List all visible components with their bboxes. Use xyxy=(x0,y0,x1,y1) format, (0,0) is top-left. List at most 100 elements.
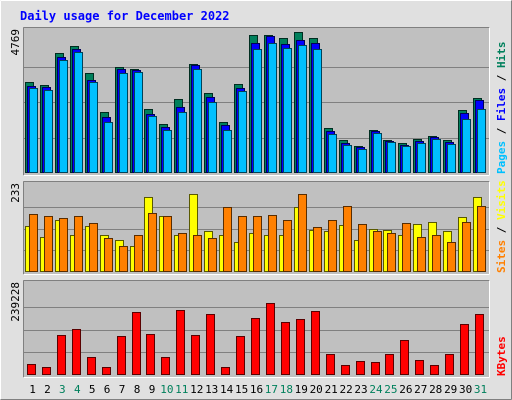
bar-sites-day-24: Sites 24: 110 xyxy=(373,231,382,272)
x-tick-label: 29 xyxy=(444,383,457,396)
bar-kbytes-day-18: KBytes 18: 140000 xyxy=(281,322,290,375)
bar-pages-day-27: Pages 27: 1000 xyxy=(417,143,426,173)
panel-2: 233 Sites / Visits Visits 1: 122Sites 1: 1… xyxy=(9,180,508,275)
panels-layer: 4769 Pages / Files / Hits Hits 1: 3050File… xyxy=(9,27,508,378)
bar-pages-day-16: Pages 16: 4150 xyxy=(253,49,262,173)
bar-pages-day-17: Pages 17: 4350 xyxy=(268,43,277,173)
bar-pages-day-6: Pages 6: 1700 xyxy=(104,122,113,173)
x-tick-label: 2 xyxy=(44,383,51,396)
bar-sites-day-27: Sites 27: 95 xyxy=(417,237,426,272)
bar-sites-day-22: Sites 22: 176 xyxy=(343,206,352,272)
bar-pages-day-24: Pages 24: 1350 xyxy=(373,133,382,173)
bar-pages-day-2: Pages 2: 2800 xyxy=(44,90,53,173)
bar-pages-day-11: Pages 11: 2050 xyxy=(178,112,187,173)
panel-3-bars: KBytes 1: 28000 KBytes 2: 20000 KBytes 3: … xyxy=(27,303,484,375)
bar-pages-day-3: Pages 3: 3780 xyxy=(59,60,68,173)
legend-entry: / xyxy=(495,68,508,88)
bar-kbytes-day-9: KBytes 9: 108000 xyxy=(146,334,155,375)
x-tick-label: 1 xyxy=(29,383,36,396)
bar-sites-day-8: Sites 8: 98 xyxy=(134,235,143,272)
bar-pages-day-19: Pages 19: 4300 xyxy=(298,45,307,173)
bar-pages-day-4: Pages 4: 4050 xyxy=(74,52,83,173)
bar-pages-day-26: Pages 26: 900 xyxy=(402,146,411,173)
x-tick-label: 3 xyxy=(59,383,66,396)
bar-kbytes-day-15: KBytes 15: 102000 xyxy=(236,336,245,375)
bar-kbytes-day-23: KBytes 23: 38000 xyxy=(356,361,365,375)
bar-sites-day-9: Sites 9: 157 xyxy=(148,213,157,272)
bar-pages-day-13: Pages 13: 2400 xyxy=(208,102,217,173)
bar-kbytes-day-12: KBytes 12: 105000 xyxy=(191,335,200,375)
panel-1: 4769 Pages / Files / Hits Hits 1: 3050File… xyxy=(9,27,508,176)
bar-kbytes-day-28: KBytes 28: 26000 xyxy=(430,365,439,375)
panel-3-legend: KBytes xyxy=(495,336,508,376)
bar-sites-day-12: Sites 12: 98 xyxy=(193,235,202,272)
bar-kbytes-day-6: KBytes 6: 20000 xyxy=(102,367,111,375)
bar-pages-day-30: Pages 30: 1800 xyxy=(462,119,471,173)
x-tick-label: 13 xyxy=(205,383,218,396)
bar-kbytes-day-13: KBytes 13: 160000 xyxy=(206,314,215,375)
bar-kbytes-day-26: KBytes 26: 92000 xyxy=(400,340,409,375)
bar-kbytes-day-11: KBytes 11: 172000 xyxy=(176,310,185,375)
bar-pages-day-14: Pages 14: 1450 xyxy=(223,130,232,173)
bar-sites-day-16: Sites 16: 150 xyxy=(253,216,262,272)
bar-sites-day-18: Sites 18: 140 xyxy=(283,220,292,272)
bar-pages-day-28: Pages 28: 1150 xyxy=(432,139,441,173)
legend-entry: Hits xyxy=(495,42,508,69)
x-tick-label: 18 xyxy=(280,383,293,396)
bar-kbytes-day-5: KBytes 5: 48000 xyxy=(87,357,96,375)
x-tick-label: 20 xyxy=(310,383,323,396)
panel-2-bars: Visits 1: 122Sites 1: 155Visits 2: 95Sit… xyxy=(25,194,486,272)
bar-pages-day-31: Pages 31: 2150 xyxy=(477,109,486,173)
x-tick-label: 15 xyxy=(235,383,248,396)
x-tick-label: 31 xyxy=(474,383,487,396)
bar-kbytes-day-2: KBytes 2: 20000 xyxy=(42,367,51,375)
bar-pages-day-29: Pages 29: 980 xyxy=(447,144,456,173)
bar-kbytes-day-10: KBytes 10: 48000 xyxy=(161,357,170,375)
bar-sites-day-29: Sites 29: 80 xyxy=(447,242,456,272)
bar-sites-day-23: Sites 23: 129 xyxy=(358,224,367,272)
bar-pages-day-7: Pages 7: 3350 xyxy=(119,73,128,173)
legend-entry: Sites xyxy=(495,240,508,273)
x-tick-label: 26 xyxy=(399,383,412,396)
x-tick-label: 19 xyxy=(295,383,308,396)
bar-sites-day-26: Sites 26: 132 xyxy=(402,223,411,272)
bar-sites-day-3: Sites 3: 145 xyxy=(59,218,68,272)
chart-title: Daily usage for December 2022 xyxy=(20,9,230,23)
bar-pages-day-25: Pages 25: 1050 xyxy=(387,142,396,173)
legend-entry: Visits xyxy=(495,180,508,220)
x-tick-label: 25 xyxy=(384,383,397,396)
x-tick-label: 17 xyxy=(265,383,278,396)
bar-kbytes-day-22: KBytes 22: 26000 xyxy=(341,365,350,375)
x-tick-label: 21 xyxy=(325,383,338,396)
bar-kbytes-day-30: KBytes 30: 135000 xyxy=(460,324,469,375)
bar-sites-day-2: Sites 2: 150 xyxy=(44,216,53,272)
x-tick-label: 22 xyxy=(339,383,352,396)
bar-sites-day-28: Sites 28: 98 xyxy=(432,235,441,272)
bar-kbytes-day-1: KBytes 1: 28000 xyxy=(27,364,36,375)
panel-1-bars: Hits 1: 3050Files 1: 2920Pages 1: 2850Hi… xyxy=(25,32,486,173)
bar-kbytes-day-24: KBytes 24: 35000 xyxy=(371,362,380,375)
x-tick-label: 14 xyxy=(220,383,234,396)
bar-kbytes-day-29: KBytes 29: 55000 xyxy=(445,354,454,375)
x-tick-label: 12 xyxy=(190,383,203,396)
panel-3-max-label: 239228 xyxy=(9,282,22,322)
legend-entry: / xyxy=(495,121,508,141)
x-axis-labels: 1 2 3 4 5 6 7 8 9 10 11 12 13 14 15 16 17 18 19 20 21 22 23 24 2… xyxy=(29,383,487,396)
bar-sites-day-19: Sites 19: 209 xyxy=(298,194,307,272)
bar-sites-day-30: Sites 30: 135 xyxy=(462,222,471,272)
bar-kbytes-day-21: KBytes 21: 56000 xyxy=(326,354,335,375)
bar-sites-day-13: Sites 13: 90 xyxy=(208,238,217,272)
x-tick-label: 23 xyxy=(354,383,367,396)
x-tick-label: 4 xyxy=(74,383,81,396)
x-tick-label: 11 xyxy=(175,383,188,396)
x-tick-label: 27 xyxy=(414,383,427,396)
bar-kbytes-day-3: KBytes 3: 105000 xyxy=(57,335,66,375)
bar-pages-day-23: Pages 23: 800 xyxy=(358,149,367,173)
x-tick-label: 7 xyxy=(119,383,126,396)
panel-2-legend: Sites / Visits xyxy=(495,180,508,273)
bar-sites-day-5: Sites 5: 132 xyxy=(89,223,98,272)
bar-sites-day-20: Sites 20: 120 xyxy=(313,227,322,272)
bar-pages-day-12: Pages 12: 3500 xyxy=(193,69,202,173)
bar-pages-day-20: Pages 20: 4150 xyxy=(313,49,322,173)
x-tick-label: 16 xyxy=(250,383,263,396)
